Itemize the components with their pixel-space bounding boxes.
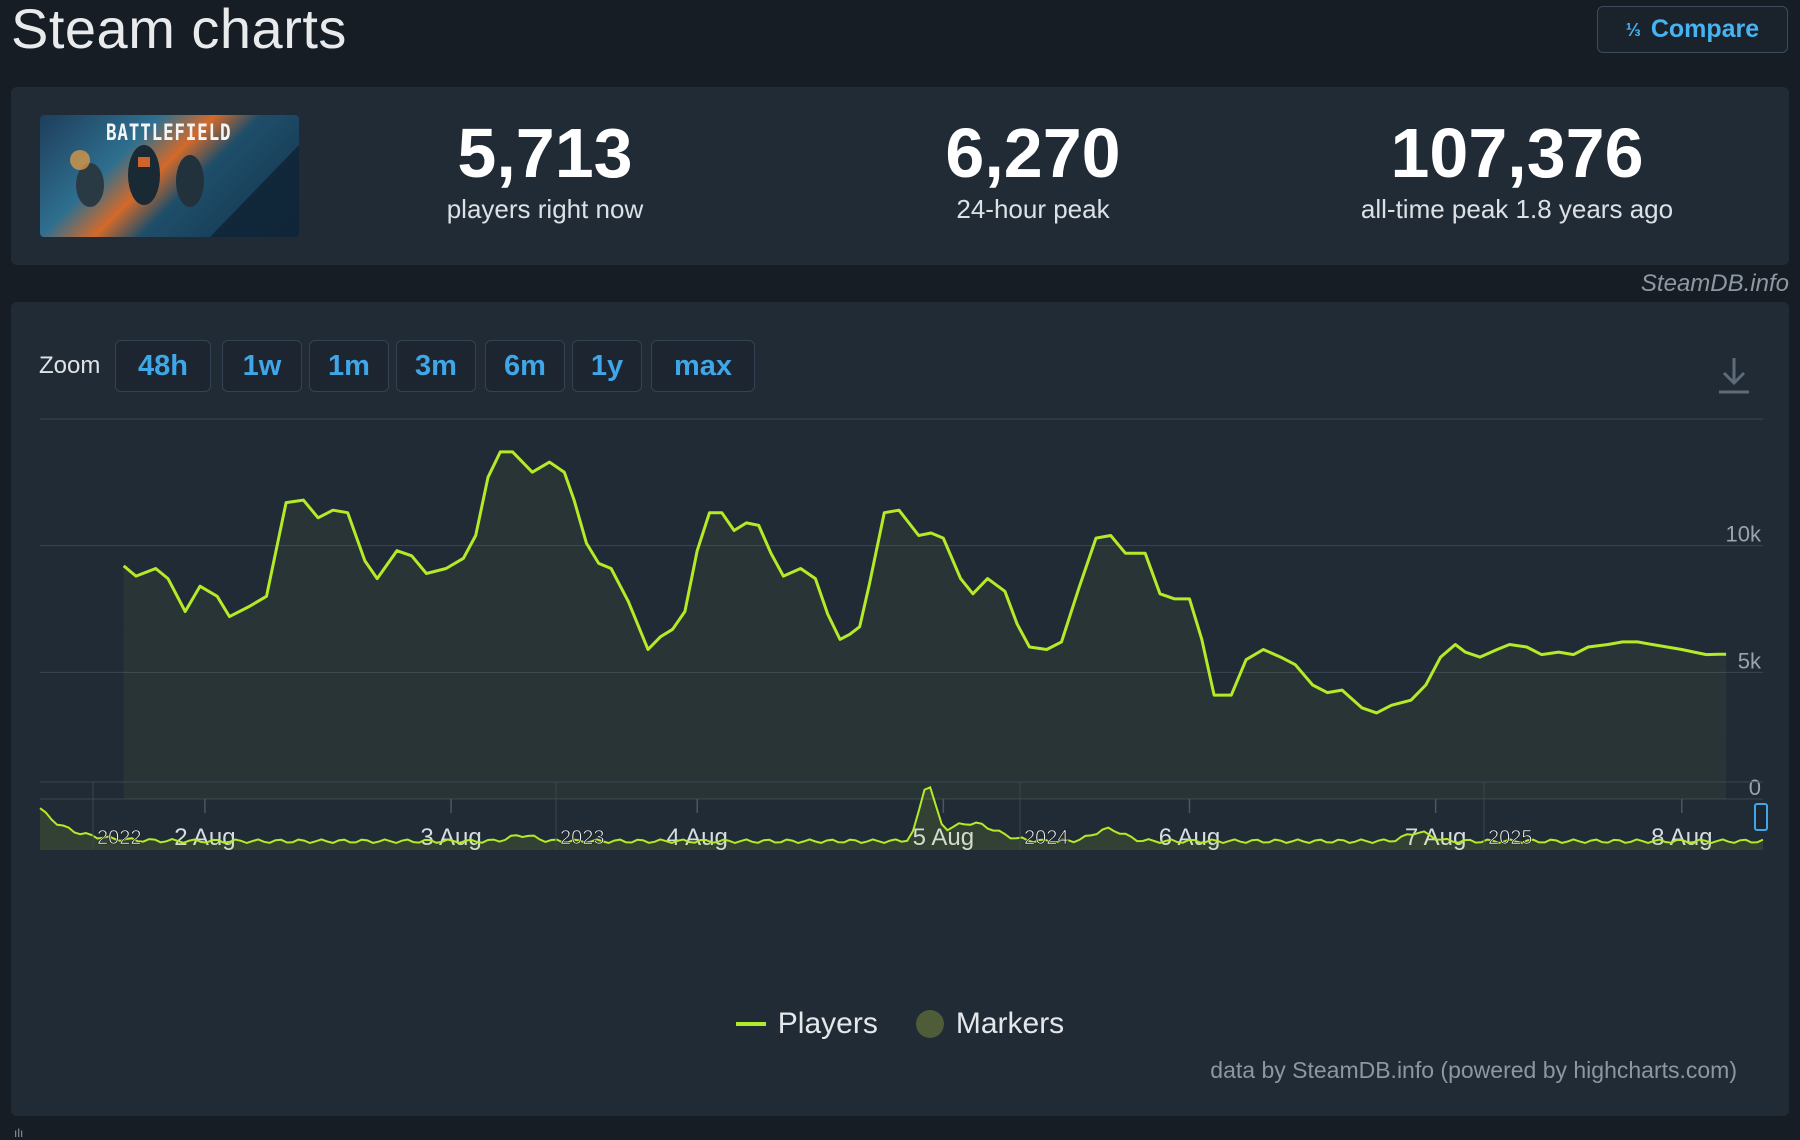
navigator-handle[interactable] — [1754, 803, 1768, 831]
zoom-48h-button[interactable]: 48h — [115, 340, 211, 392]
players-series-line — [122, 450, 1727, 715]
chart-legend: Players Markers — [11, 1007, 1789, 1041]
stat-all-time-peak: 107,376 all-time peak 1.8 years ago — [1317, 114, 1717, 225]
stats-panel: BATTLEFIELD 5,713 players right now 6,27… — [11, 87, 1789, 265]
x-tick-label: 2 Aug — [174, 824, 235, 851]
x-tick-label: 5 Aug — [913, 824, 974, 851]
game-art-illustration — [70, 145, 299, 237]
y-tick-label: 5k — [1738, 648, 1762, 673]
legend-players[interactable]: Players — [735, 1007, 878, 1041]
chart-panel: Zoom 48h 1w 1m 3m 6m 1y max 0 5k 10k 2 Aug 3… — [11, 302, 1789, 1116]
navigator-year-label: 2023 — [560, 827, 605, 849]
stat-label: 24-hour peak — [956, 194, 1110, 224]
stat-value: 5,713 — [457, 114, 633, 192]
stat-label: players right now — [446, 194, 644, 224]
navigator-line — [39, 785, 1764, 845]
legend-players-label: Players — [777, 1007, 878, 1040]
line-swatch-icon — [735, 1022, 766, 1026]
stat-24h-peak: 6,270 24-hour peak — [833, 114, 1233, 225]
compare-label: Compare — [1650, 15, 1760, 43]
stat-value: 6,270 — [945, 114, 1121, 192]
x-tick-label: 4 Aug — [666, 824, 727, 851]
compare-button[interactable]: ⅓ Compare — [1597, 6, 1788, 53]
x-tick-label: 6 Aug — [1159, 824, 1220, 851]
y-tick-label: 10k — [1726, 522, 1762, 547]
compare-icon: ⅓ — [1625, 19, 1641, 40]
page-title: Steam charts — [11, 0, 347, 60]
zoom-6m-button[interactable]: 6m — [485, 340, 565, 392]
navigator-year-label: 2024 — [1024, 827, 1069, 849]
x-tick-label: 3 Aug — [420, 824, 481, 851]
footer-glyph: ılı — [14, 1126, 24, 1140]
zoom-label: Zoom — [39, 352, 101, 379]
zoom-1m-button[interactable]: 1m — [309, 340, 389, 392]
watermark[interactable]: SteamDB.info — [1640, 270, 1789, 297]
players-area — [123, 451, 1727, 799]
legend-markers-label: Markers — [955, 1007, 1065, 1040]
game-cover-image[interactable]: BATTLEFIELD — [40, 115, 299, 237]
zoom-3m-button[interactable]: 3m — [396, 340, 476, 392]
legend-markers[interactable]: Markers — [915, 1007, 1065, 1041]
zoom-1w-button[interactable]: 1w — [222, 340, 302, 392]
navigator-year-label: 2022 — [97, 827, 142, 849]
chart-credits[interactable]: data by SteamDB.info (powered by highcha… — [1210, 1057, 1737, 1083]
zoom-max-button[interactable]: max — [651, 340, 755, 392]
game-logo-text: BATTLEFIELD — [106, 121, 232, 146]
download-icon[interactable] — [1717, 354, 1751, 396]
navigator-year-label: 2025 — [1488, 827, 1533, 849]
players-chart[interactable]: 0 5k 10k 2 Aug 3 Aug 4 Aug 5 Aug 6 Aug 7 Aug 8 Au… — [11, 302, 1789, 1002]
navigator-area — [40, 787, 1763, 850]
zoom-1y-button[interactable]: 1y — [572, 340, 642, 392]
y-tick-label: 0 — [1749, 775, 1761, 800]
stat-current-players: 5,713 players right now — [345, 114, 745, 225]
x-tick-label: 8 Aug — [1651, 824, 1712, 851]
stat-label: all-time peak 1.8 years ago — [1360, 194, 1674, 224]
x-tick-label: 7 Aug — [1405, 824, 1466, 851]
dot-swatch-icon — [915, 1010, 944, 1038]
stat-value: 107,376 — [1390, 114, 1644, 192]
